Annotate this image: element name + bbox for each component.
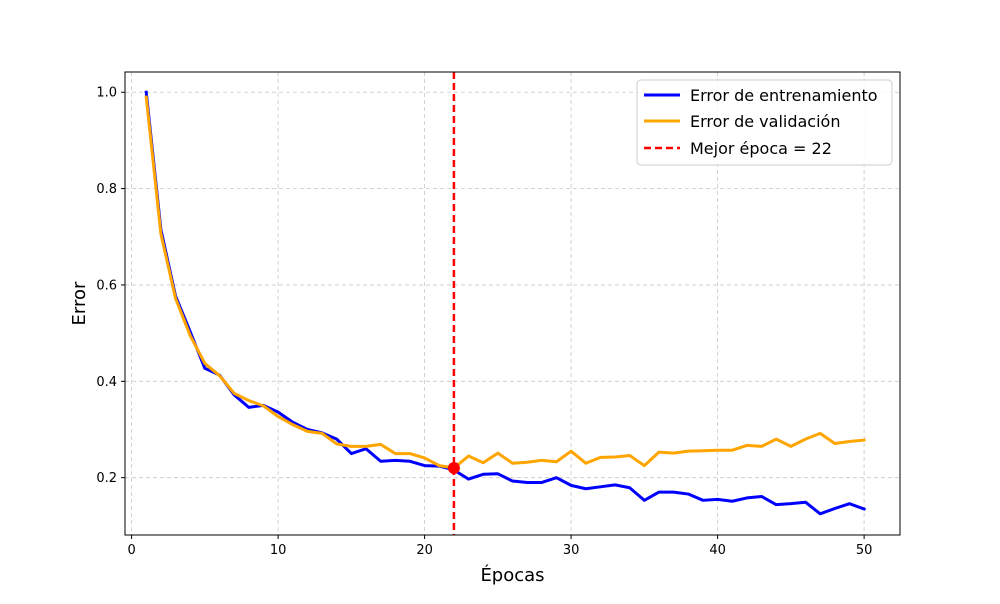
series-line-validation — [144, 95, 866, 470]
y-tick-label: 0.6 — [96, 278, 117, 293]
y-tick-label: 0.2 — [96, 471, 117, 486]
x-axis-title: Épocas — [480, 564, 544, 586]
best-epoch-marker — [447, 462, 460, 475]
y-tick-label: 1.0 — [96, 86, 117, 101]
x-tick-label: 30 — [563, 543, 580, 558]
legend-label-best-epoch: Mejor época = 22 — [690, 139, 832, 158]
legend-label-validation: Error de validación — [690, 112, 840, 131]
y-tick-label: 0.4 — [96, 375, 117, 390]
tick-layer: 0 10 20 30 40 50 0.2 0.4 0.6 0.8 1.0 — [96, 86, 872, 558]
series-layer — [144, 90, 867, 516]
x-tick-label: 40 — [709, 543, 726, 558]
y-axis-title: Error — [69, 281, 90, 325]
overlay-layer — [447, 72, 460, 535]
legend-label-training: Error de entrenamiento — [690, 86, 878, 105]
y-tick-label: 0.8 — [96, 182, 117, 197]
x-tick-label: 0 — [127, 543, 135, 558]
x-tick-label: 20 — [416, 543, 433, 558]
plot-frame — [124, 71, 901, 536]
x-tick-label: 10 — [270, 543, 287, 558]
legend-box — [636, 79, 893, 166]
legend: Error de entrenamiento Error de validaci… — [636, 79, 893, 166]
x-tick-label: 50 — [856, 543, 873, 558]
